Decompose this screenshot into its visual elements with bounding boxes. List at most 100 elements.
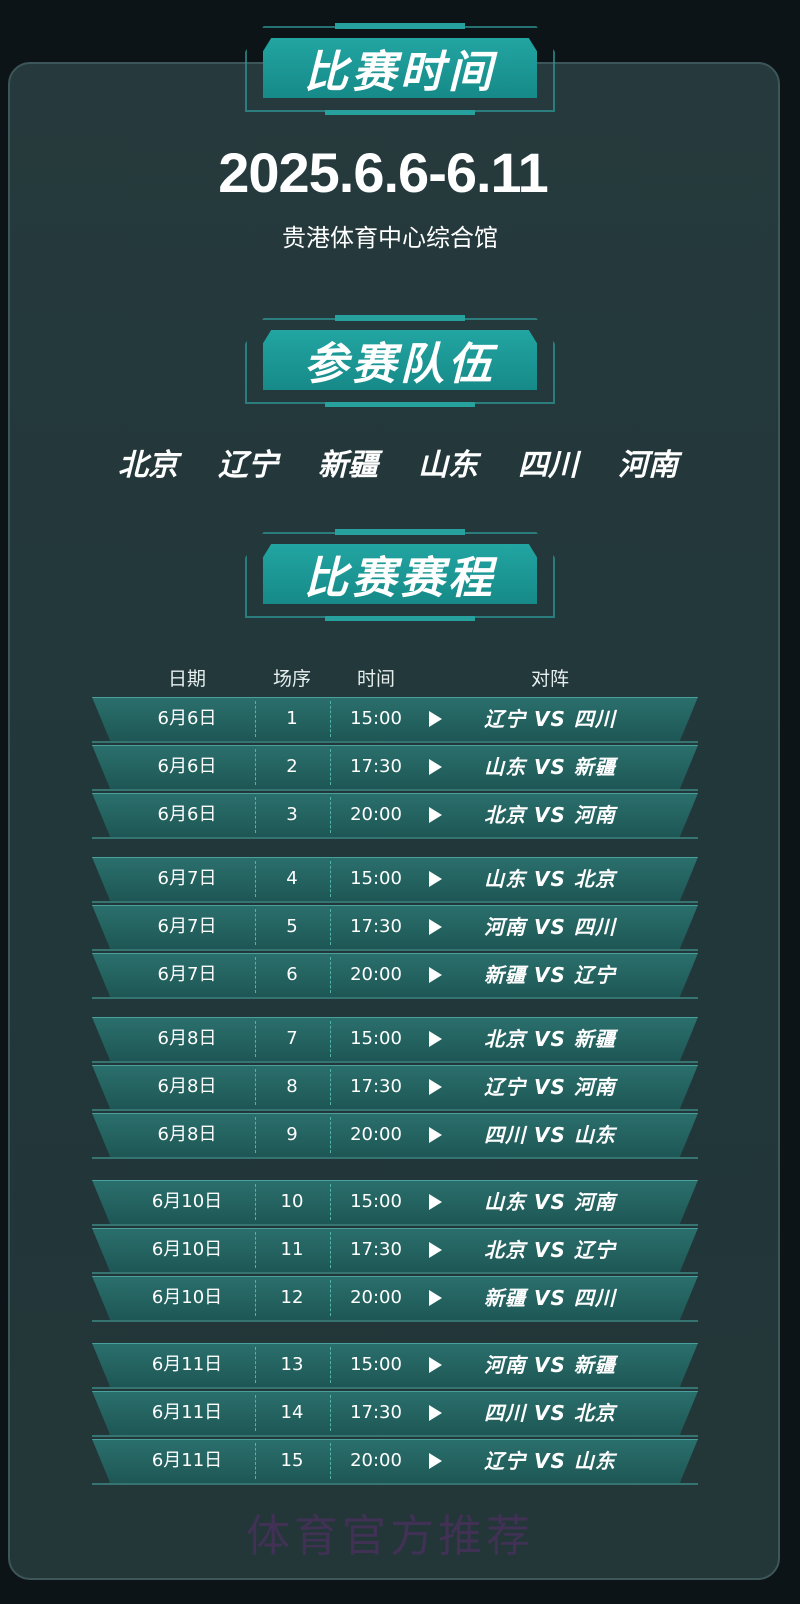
row-background [92, 1228, 698, 1272]
section-title: 参赛队伍 [304, 339, 496, 390]
table-row: 6月6日 3 20:00 北京 VS 河南 [92, 793, 698, 839]
vs-label: VS [534, 1286, 566, 1310]
row-edge [92, 1272, 698, 1274]
vs-label: VS [534, 915, 566, 939]
cell-seq: 10 [280, 1191, 304, 1212]
table-row: 6月7日 4 15:00 山东 VS 北京 [92, 857, 698, 903]
home-team: 河南 [484, 1353, 527, 1377]
column-divider [330, 1443, 331, 1479]
row-background [92, 1017, 698, 1061]
event-venue: 贵港体育中心综合馆 [282, 224, 498, 252]
row-edge [92, 997, 698, 999]
play-arrow-icon [429, 807, 442, 823]
column-divider [330, 797, 331, 833]
home-team: 新疆 [484, 963, 527, 987]
table-row: 6月8日 8 17:30 辽宁 VS 河南 [92, 1065, 698, 1111]
team-name: 山东 [418, 448, 478, 483]
column-divider [330, 1184, 331, 1220]
header-seq: 场序 [272, 668, 312, 690]
column-divider [330, 957, 331, 993]
row-edge [92, 1483, 698, 1485]
section-badge-time: 比赛时间 [245, 23, 555, 115]
column-divider [255, 797, 256, 833]
away-team: 四川 [573, 915, 616, 939]
cell-match: 新疆 VS 四川 [484, 1276, 616, 1320]
table-row: 6月7日 5 17:30 河南 VS 四川 [92, 905, 698, 951]
away-team: 山东 [573, 1449, 616, 1473]
vs-label: VS [534, 803, 566, 827]
cell-date: 6月8日 [157, 1028, 217, 1049]
play-arrow-icon [429, 1194, 442, 1210]
cell-time: 20:00 [350, 1287, 402, 1308]
column-divider [330, 861, 331, 897]
table-row: 6月11日 15 20:00 辽宁 VS 山东 [92, 1439, 698, 1485]
row-background [92, 793, 698, 837]
play-arrow-icon [429, 967, 442, 983]
cell-seq: 14 [280, 1402, 304, 1423]
column-divider [330, 1232, 331, 1268]
column-divider [255, 909, 256, 945]
vs-label: VS [534, 1190, 566, 1214]
home-team: 河南 [484, 915, 527, 939]
cell-seq: 1 [286, 708, 298, 729]
column-divider [255, 1395, 256, 1431]
vs-label: VS [534, 1401, 566, 1425]
column-divider [255, 1232, 256, 1268]
home-team: 四川 [484, 1123, 527, 1147]
table-row: 6月10日 10 15:00 山东 VS 河南 [92, 1180, 698, 1226]
cell-time: 15:00 [350, 1028, 402, 1049]
cell-match: 河南 VS 四川 [484, 905, 616, 949]
away-team: 四川 [573, 1286, 616, 1310]
cell-date: 6月7日 [157, 964, 217, 985]
column-divider [255, 1021, 256, 1057]
vs-label: VS [534, 707, 566, 731]
vs-label: VS [534, 755, 566, 779]
table-row: 6月8日 7 15:00 北京 VS 新疆 [92, 1017, 698, 1063]
play-arrow-icon [429, 1031, 442, 1047]
column-divider [255, 1117, 256, 1153]
table-row: 6月7日 6 20:00 新疆 VS 辽宁 [92, 953, 698, 999]
cell-date: 6月6日 [157, 708, 217, 729]
column-divider [255, 1347, 256, 1383]
column-divider [255, 701, 256, 737]
cell-match: 北京 VS 辽宁 [484, 1228, 616, 1272]
table-row: 6月11日 14 17:30 四川 VS 北京 [92, 1391, 698, 1437]
play-arrow-icon [429, 1127, 442, 1143]
table-row: 6月6日 2 17:30 山东 VS 新疆 [92, 745, 698, 791]
table-row: 6月6日 1 15:00 辽宁 VS 四川 [92, 697, 698, 743]
column-divider [330, 1280, 331, 1316]
vs-label: VS [534, 1449, 566, 1473]
home-team: 北京 [484, 1027, 527, 1051]
cell-date: 6月8日 [157, 1076, 217, 1097]
home-team: 四川 [484, 1401, 527, 1425]
play-arrow-icon [429, 919, 442, 935]
cell-seq: 9 [286, 1124, 298, 1145]
away-team: 新疆 [573, 1353, 616, 1377]
cell-seq: 3 [286, 804, 298, 825]
play-arrow-icon [429, 1079, 442, 1095]
row-edge [92, 901, 698, 903]
cell-date: 6月7日 [157, 868, 217, 889]
play-arrow-icon [429, 711, 442, 727]
play-arrow-icon [429, 1357, 442, 1373]
row-edge [92, 1387, 698, 1389]
row-background [92, 857, 698, 901]
vs-label: VS [534, 1238, 566, 1262]
row-edge [92, 1109, 698, 1111]
home-team: 山东 [484, 1190, 527, 1214]
away-team: 四川 [573, 707, 616, 731]
cell-time: 17:30 [350, 1402, 402, 1423]
column-divider [330, 701, 331, 737]
cell-match: 新疆 VS 辽宁 [484, 953, 616, 997]
cell-date: 6月6日 [157, 756, 217, 777]
cell-seq: 6 [286, 964, 298, 985]
cell-date: 6月10日 [151, 1191, 223, 1212]
home-team: 山东 [484, 867, 527, 891]
cell-match: 山东 VS 新疆 [484, 745, 616, 789]
cell-seq: 15 [280, 1450, 304, 1471]
cell-seq: 12 [280, 1287, 304, 1308]
row-edge [92, 1320, 698, 1322]
cell-date: 6月11日 [151, 1450, 223, 1471]
home-team: 辽宁 [484, 1449, 527, 1473]
row-background [92, 1343, 698, 1387]
